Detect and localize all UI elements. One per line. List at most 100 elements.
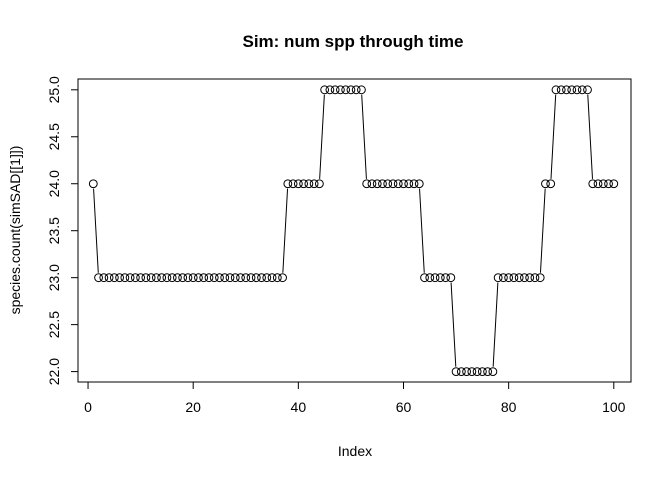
data-point (414, 179, 424, 189)
data-point (220, 273, 230, 283)
x-tick-label: 100 (602, 399, 626, 415)
data-point (514, 273, 524, 283)
data-point (336, 85, 345, 95)
data-point (446, 273, 456, 283)
data-point (99, 273, 109, 283)
data-point (141, 273, 151, 283)
data-point (215, 273, 224, 283)
data-point (346, 85, 356, 95)
series-segment (587, 94, 593, 179)
data-point (146, 273, 156, 283)
data-point (304, 179, 314, 189)
data-point (593, 179, 603, 189)
data-point (272, 273, 282, 283)
data-point (225, 273, 235, 283)
data-point (388, 179, 398, 189)
series-segment (492, 282, 499, 367)
data-point (341, 85, 351, 95)
data-point (257, 273, 266, 283)
data-point (525, 273, 535, 283)
data-point (162, 273, 172, 283)
data-point (404, 179, 414, 189)
data-point (293, 179, 303, 189)
y-tick-label: 22.5 (46, 311, 62, 338)
y-tick-label: 24.0 (46, 170, 62, 197)
data-point (251, 273, 261, 283)
data-point (309, 179, 319, 189)
data-point (551, 85, 561, 95)
data-point (520, 273, 529, 283)
y-tick-label: 23.5 (46, 217, 62, 244)
data-point (351, 85, 361, 95)
x-tick-label: 40 (291, 399, 307, 415)
x-tick-label: 80 (501, 399, 517, 415)
data-point (577, 85, 587, 95)
data-point (451, 367, 461, 377)
data-point (88, 179, 98, 189)
data-point (483, 367, 493, 377)
data-point (435, 273, 445, 283)
data-point (167, 273, 177, 283)
data-point (546, 179, 556, 189)
data-point (462, 367, 471, 377)
data-point (278, 273, 287, 283)
data-point (477, 367, 487, 377)
data-point (209, 273, 219, 283)
data-point (399, 179, 408, 189)
data-point (367, 179, 377, 189)
data-point (535, 273, 545, 283)
data-point (378, 179, 387, 189)
data-point (94, 273, 103, 283)
data-point (504, 273, 514, 283)
data-point (357, 85, 366, 95)
data-point (199, 273, 209, 283)
plot-frame (77, 78, 632, 383)
series-segment (539, 188, 546, 273)
data-point (236, 273, 245, 283)
data-point (530, 273, 540, 283)
data-point (246, 273, 256, 283)
x-tick-label: 20 (185, 399, 201, 415)
data-point (409, 179, 419, 189)
data-point (567, 85, 577, 95)
data-point (556, 85, 566, 95)
data-point (430, 273, 440, 283)
data-point (120, 273, 130, 283)
data-point (136, 273, 146, 283)
data-point (583, 85, 592, 95)
y-tick-label: 23.0 (46, 264, 62, 291)
data-point (588, 179, 598, 189)
data-point (604, 179, 613, 189)
y-axis-label: species.count(simSAD[[1]]) (7, 146, 23, 315)
data-point (383, 179, 393, 189)
data-point (104, 273, 114, 283)
data-point (456, 367, 466, 377)
series-segment (450, 282, 457, 367)
series-segment (319, 94, 325, 179)
series-segment (361, 94, 367, 179)
data-point (267, 273, 277, 283)
data-point (472, 367, 482, 377)
data-point (320, 85, 330, 95)
series-lines (93, 94, 593, 367)
data-point (204, 273, 214, 283)
series-segment (419, 188, 425, 273)
data-point (562, 85, 571, 95)
data-point (151, 273, 161, 283)
data-point (230, 273, 240, 283)
y-tick-label: 24.5 (46, 123, 62, 150)
series-segment (93, 188, 99, 273)
data-point (183, 273, 193, 283)
y-axis: 22.0 22.5 23.0 23.5 24.0 24.5 25.0 (46, 76, 79, 385)
x-tick-label: 60 (396, 399, 412, 415)
series-points (88, 85, 619, 377)
data-point (241, 273, 251, 283)
data-point (262, 273, 272, 283)
data-point (130, 273, 140, 283)
data-point (498, 273, 508, 283)
series-segment (550, 94, 557, 179)
data-point (330, 85, 340, 95)
data-point (283, 179, 293, 189)
data-point (157, 273, 167, 283)
